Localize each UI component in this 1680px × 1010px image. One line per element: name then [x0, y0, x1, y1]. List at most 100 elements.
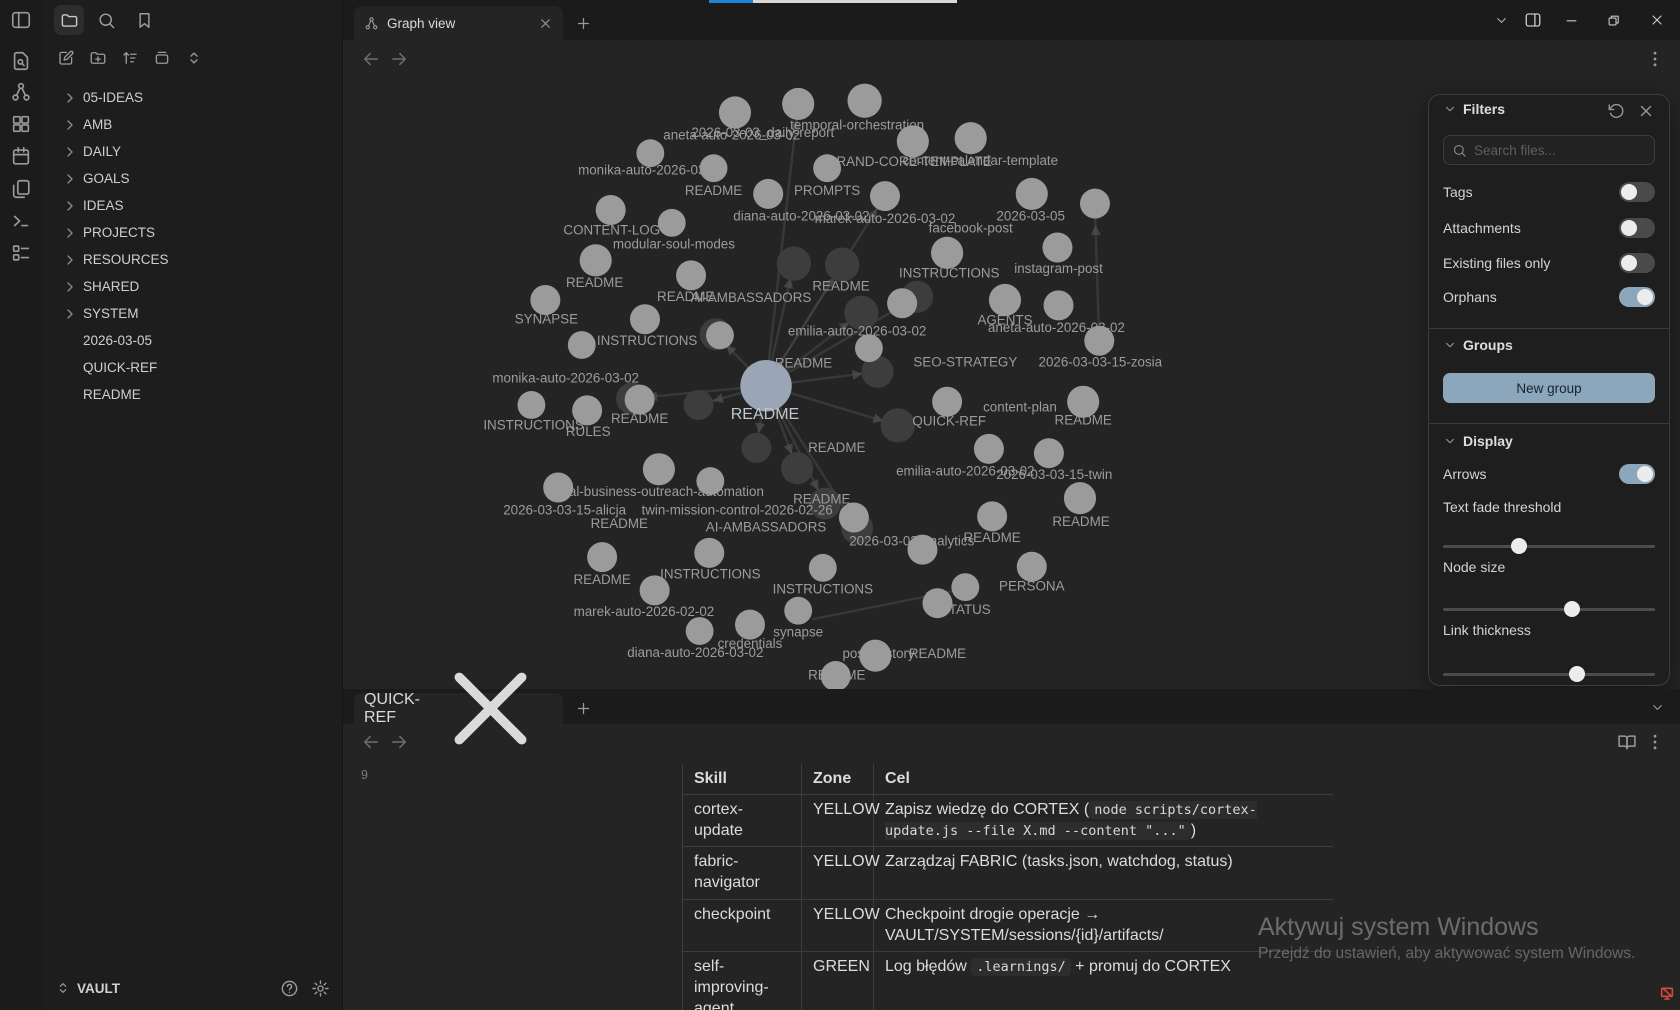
close-tab-icon[interactable] — [428, 646, 553, 771]
sidebar-folder-goals[interactable]: GOALS — [43, 165, 342, 192]
minimize-button[interactable] — [1559, 8, 1583, 32]
list-todo-icon[interactable] — [10, 242, 32, 264]
graph-node[interactable] — [567, 331, 596, 359]
sidebar-folder-amb[interactable]: AMB — [43, 111, 342, 138]
display-section-header[interactable]: Display — [1443, 433, 1655, 449]
graph-node[interactable] — [694, 537, 725, 568]
graph-node[interactable] — [907, 534, 938, 565]
restore-button[interactable] — [1601, 8, 1625, 32]
graph-node[interactable] — [718, 96, 752, 129]
text-fade-threshold-slider[interactable] — [1443, 538, 1655, 554]
attachments-toggle[interactable] — [1619, 218, 1655, 238]
search-tab-icon[interactable] — [91, 5, 121, 35]
graph-node[interactable] — [741, 432, 772, 463]
graph-node[interactable] — [954, 122, 987, 155]
graph-node[interactable] — [784, 596, 813, 625]
sidebar-folder-daily[interactable]: DAILY — [43, 138, 342, 165]
close-panel-icon[interactable] — [1637, 102, 1655, 120]
existing-files-only-toggle[interactable] — [1619, 253, 1655, 273]
tab-graph-view[interactable]: Graph view — [354, 6, 563, 40]
panel-left-icon[interactable] — [10, 9, 32, 31]
bookmarks-tab-icon[interactable] — [129, 5, 159, 35]
graph-node[interactable] — [1084, 325, 1115, 356]
settings-gear-icon[interactable] — [311, 979, 330, 998]
reading-mode-icon[interactable] — [1617, 732, 1637, 752]
close-window-button[interactable] — [1645, 8, 1669, 32]
graph-node[interactable] — [776, 246, 812, 281]
graph-node[interactable] — [1016, 551, 1047, 582]
forward-button[interactable] — [389, 732, 409, 752]
graph-node[interactable] — [861, 355, 894, 388]
sidebar-folder-resources[interactable]: RESOURCES — [43, 246, 342, 273]
graph-node[interactable] — [988, 283, 1022, 317]
sort-icon[interactable] — [116, 44, 144, 72]
graph-node[interactable] — [734, 609, 765, 640]
graph-search-input[interactable] — [1474, 142, 1646, 158]
graph-node[interactable] — [657, 208, 686, 237]
new-tab-button[interactable] — [571, 11, 595, 35]
graph-node[interactable] — [844, 295, 879, 330]
graph-node[interactable] — [587, 542, 618, 573]
new-tab-button[interactable] — [571, 696, 595, 720]
graph-node[interactable] — [847, 83, 882, 118]
graph-node[interactable] — [753, 178, 784, 209]
graph-node[interactable] — [838, 502, 869, 533]
layout-grid-icon[interactable] — [10, 113, 32, 135]
slider-thumb[interactable] — [1564, 601, 1581, 617]
graph-node[interactable] — [1063, 482, 1097, 515]
note-editor[interactable]: 9 Skill Zone Cel cortex-update YELLOW Zapisz … — [343, 760, 1680, 1010]
graph-node[interactable] — [951, 573, 980, 602]
tab-quick-ref[interactable]: QUICK-REF — [354, 672, 563, 745]
sidebar-folder-ideas[interactable]: IDEAS — [43, 192, 342, 219]
more-options-icon[interactable] — [1645, 732, 1665, 752]
graph-node[interactable] — [636, 139, 665, 168]
graph-node[interactable] — [782, 87, 815, 120]
graph-node[interactable] — [1033, 438, 1064, 469]
stack-icon[interactable] — [148, 44, 176, 72]
graph-node[interactable] — [517, 391, 546, 419]
groups-section-header[interactable]: Groups — [1443, 337, 1655, 353]
graph-node[interactable] — [696, 467, 725, 495]
more-options-icon[interactable] — [1645, 49, 1665, 69]
graph-node-center[interactable] — [740, 359, 792, 412]
files-tab-icon[interactable] — [54, 5, 84, 35]
graph-node[interactable] — [579, 244, 612, 277]
file-search-icon[interactable] — [10, 50, 32, 72]
graph-node[interactable] — [854, 334, 883, 363]
graph-node[interactable] — [808, 553, 837, 582]
sidebar-folder-shared[interactable]: SHARED — [43, 273, 342, 300]
arrows-toggle[interactable] — [1619, 464, 1655, 484]
graph-view-pane[interactable]: 2026-03-03_daily-report temporal-orchestr… — [343, 40, 1680, 689]
graph-node[interactable] — [813, 154, 842, 183]
graph-node[interactable] — [1067, 385, 1100, 418]
slider-thumb[interactable] — [1511, 538, 1528, 554]
graph-node[interactable] — [543, 472, 574, 503]
sidebar-folder-projects[interactable]: PROJECTS — [43, 219, 342, 246]
graph-node[interactable] — [808, 487, 842, 520]
graph-node[interactable] — [1079, 188, 1110, 219]
graph-node[interactable] — [931, 236, 964, 269]
graph-node[interactable] — [896, 125, 929, 158]
back-button[interactable] — [361, 49, 381, 69]
graph-node[interactable] — [973, 433, 1004, 464]
new-folder-icon[interactable] — [84, 44, 112, 72]
graph-node[interactable] — [977, 501, 1008, 532]
forward-button[interactable] — [389, 49, 409, 69]
documents-icon[interactable] — [10, 178, 32, 200]
graph-node[interactable] — [922, 588, 953, 619]
graph-node[interactable] — [781, 452, 814, 485]
graph-icon[interactable] — [10, 81, 32, 103]
toggle-right-sidebar-button[interactable] — [1521, 8, 1545, 32]
graph-node[interactable] — [824, 247, 860, 282]
graph-node[interactable] — [642, 453, 675, 486]
tags-toggle[interactable] — [1619, 182, 1655, 202]
graph-node[interactable] — [595, 194, 626, 225]
graph-node[interactable] — [932, 386, 963, 417]
graph-node[interactable] — [572, 395, 603, 426]
vault-switcher[interactable]: VAULT — [43, 971, 342, 1005]
graph-node[interactable] — [1042, 232, 1073, 263]
restore-defaults-icon[interactable] — [1607, 102, 1625, 120]
graph-node[interactable] — [1015, 177, 1048, 210]
back-button[interactable] — [361, 732, 381, 752]
collapse-icon[interactable] — [180, 44, 208, 72]
